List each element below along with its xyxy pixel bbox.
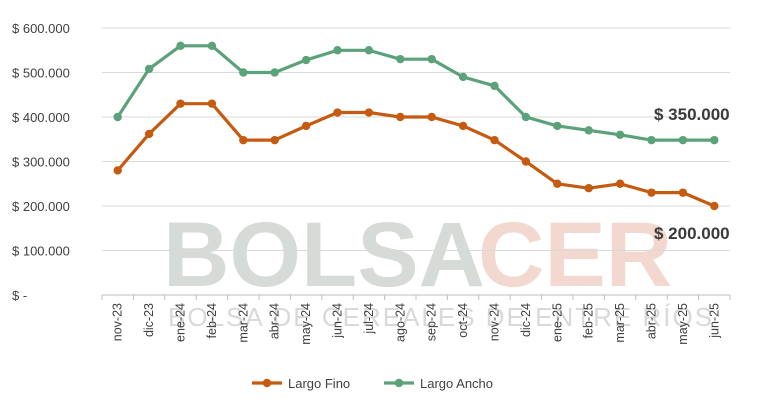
x-tick-label: may-25: [676, 303, 690, 345]
data-point: [490, 81, 499, 91]
watermark-title-left: BOLSA: [163, 204, 485, 306]
x-tick-label: dic-24: [519, 303, 533, 337]
data-point: [427, 54, 436, 64]
data-point: [710, 201, 719, 211]
data-point: [301, 55, 311, 65]
y-tick-label: $ -: [12, 288, 27, 303]
annotation-largo-ancho: $ 350.000: [654, 105, 730, 124]
data-point: [144, 129, 154, 139]
x-tick-label: nov-23: [111, 303, 125, 341]
data-point: [113, 112, 122, 122]
data-point: [396, 112, 405, 122]
data-point: [553, 179, 562, 188]
y-tick-label: $ 300.000: [12, 155, 70, 170]
x-tick-label: jul-24: [362, 303, 376, 335]
data-point: [615, 130, 625, 139]
x-tick-label: mar-25: [613, 303, 627, 343]
data-point: [270, 68, 279, 77]
data-point: [364, 46, 374, 55]
x-tick-label: may-24: [299, 303, 313, 345]
end-annotations: $ 350.000 $ 200.000: [654, 105, 730, 243]
x-tick-label: sep-24: [425, 303, 439, 341]
series-line-largo-fino: [116, 102, 716, 208]
data-point: [207, 41, 217, 50]
y-tick-label: $ 200.000: [12, 199, 70, 214]
watermark-subtitle: BOLSA DE CEREALES DE ENTRE RÍOS: [168, 302, 714, 332]
data-point: [521, 112, 531, 122]
x-tick-label: nov-24: [488, 303, 502, 341]
watermark-title-right: CER: [478, 204, 672, 306]
data-point: [647, 188, 656, 197]
data-point: [710, 135, 719, 145]
data-point: [458, 72, 468, 82]
data-point: [584, 184, 593, 193]
x-tick-label: mar-24: [236, 303, 250, 343]
data-point: [584, 126, 593, 135]
gridlines: [102, 27, 730, 296]
data-point: [396, 54, 405, 64]
data-point: [647, 135, 656, 145]
x-tick-label: abr-24: [268, 303, 282, 339]
x-tick-label: jun-24: [331, 303, 345, 339]
data-point: [458, 121, 468, 131]
x-tick-label: ene-25: [550, 303, 564, 342]
x-tick-label: jun-25: [707, 303, 721, 339]
x-tick-label: dic-23: [142, 303, 156, 337]
x-tick-label: abr-25: [645, 303, 659, 339]
series-lines: [113, 41, 719, 211]
legend: Largo Fino Largo Ancho: [252, 376, 493, 391]
x-tick-label: ene-24: [174, 303, 188, 342]
x-tick-label: feb-24: [205, 303, 219, 338]
x-tick-label: ago-24: [393, 303, 407, 342]
data-point: [553, 121, 562, 131]
y-tick-label: $ 600.000: [12, 21, 70, 36]
legend-marker: [262, 378, 272, 388]
data-point: [490, 135, 499, 145]
data-point: [364, 108, 374, 117]
y-tick-label: $ 100.000: [12, 244, 70, 259]
legend-label: Largo Ancho: [420, 376, 493, 391]
annotation-largo-fino: $ 200.000: [654, 224, 730, 243]
data-point: [333, 108, 342, 117]
data-point: [207, 99, 217, 108]
series-line-largo-ancho: [116, 44, 716, 142]
x-tick-label: oct-24: [456, 303, 470, 338]
data-point: [427, 112, 436, 122]
data-point: [144, 64, 154, 74]
data-point: [521, 157, 531, 166]
data-point: [678, 188, 688, 197]
y-axis-ticks: $ 600.000 $ 500.000 $ 400.000 $ 300.000 $ 20…: [12, 21, 70, 303]
data-point: [270, 135, 279, 145]
data-point: [176, 41, 185, 50]
data-point: [176, 99, 185, 108]
legend-label: Largo Fino: [288, 376, 350, 391]
data-point: [301, 121, 311, 131]
data-point: [678, 135, 688, 145]
y-tick-label: $ 500.000: [12, 66, 70, 81]
watermark: BOLSA CER BOLSA DE CEREALES DE ENTRE RÍO…: [163, 204, 714, 332]
x-axis-ticks: nov-23 dic-23 ene-24 feb-24 mar-24 abr-24 may-…: [101, 295, 731, 345]
data-point: [239, 135, 248, 145]
y-tick-label: $ 400.000: [12, 110, 70, 125]
data-point: [239, 68, 248, 77]
data-point: [333, 46, 342, 55]
x-tick-label: feb-25: [582, 303, 596, 338]
data-point: [113, 166, 122, 175]
data-point: [615, 179, 625, 188]
legend-marker: [394, 378, 404, 388]
